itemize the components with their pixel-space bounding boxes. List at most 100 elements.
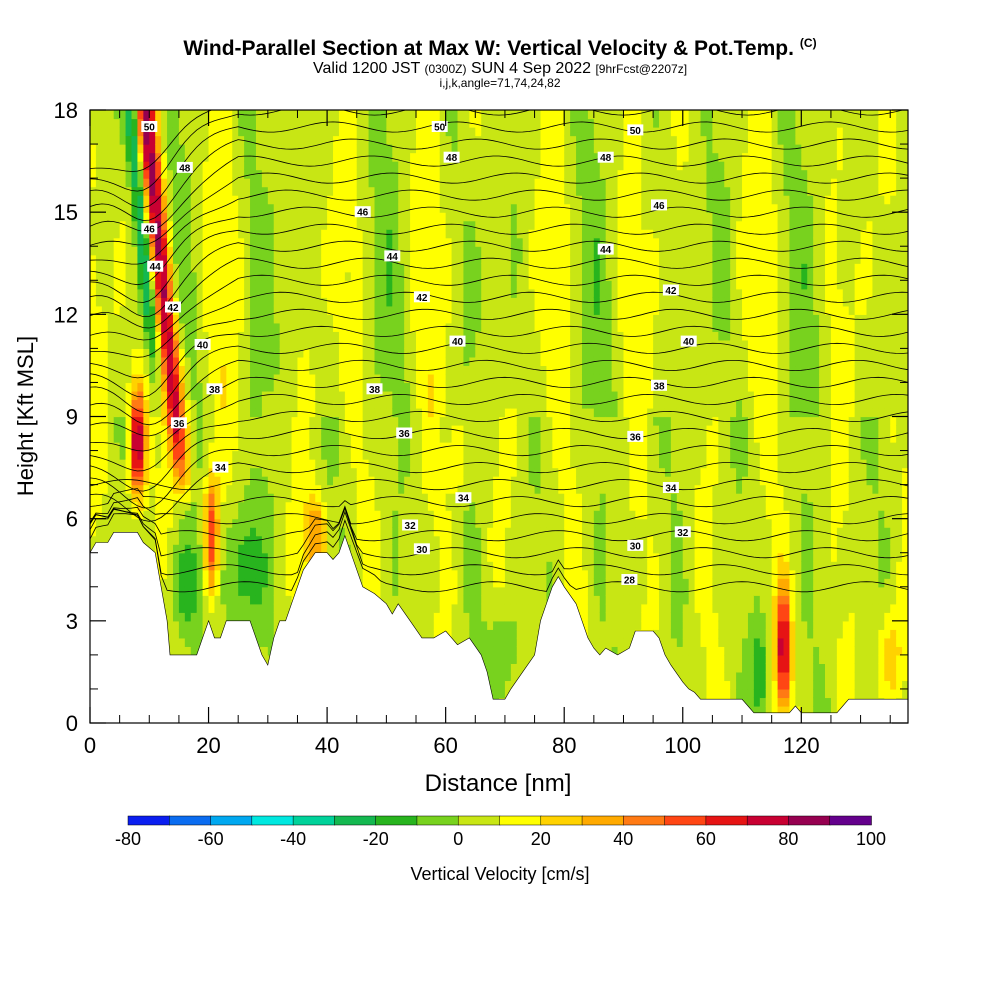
velocity-cell (475, 620, 482, 630)
velocity-cell (184, 110, 192, 120)
velocity-cell (226, 203, 233, 213)
velocity-cell (214, 586, 222, 596)
velocity-cell (255, 178, 263, 188)
velocity-cell (386, 484, 393, 494)
velocity-cell (285, 212, 293, 222)
velocity-cell (125, 399, 133, 409)
velocity-cell (285, 237, 293, 247)
velocity-cell (90, 178, 97, 188)
velocity-cell (202, 510, 210, 520)
velocity-cell (410, 331, 417, 341)
velocity-cell (309, 501, 316, 511)
velocity-cell (433, 339, 441, 349)
velocity-cell (451, 493, 459, 503)
velocity-cell (161, 476, 168, 486)
velocity-cell (321, 399, 328, 409)
velocity-cell (267, 510, 275, 520)
velocity-cell (119, 433, 127, 443)
velocity-cell (196, 220, 204, 230)
velocity-cell (184, 297, 192, 307)
velocity-cell (451, 127, 459, 137)
velocity-cell (327, 356, 334, 367)
velocity-cell (178, 612, 186, 622)
velocity-cell (487, 356, 494, 367)
velocity-cell (232, 348, 239, 358)
velocity-cell (392, 144, 399, 154)
velocity-cell (350, 212, 358, 222)
velocity-cell (315, 305, 322, 315)
velocity-cell (285, 416, 293, 426)
velocity-cell (167, 331, 174, 341)
velocity-cell (398, 493, 405, 503)
velocity-cell (398, 535, 405, 545)
velocity-cell (279, 212, 287, 222)
velocity-cell (226, 127, 233, 137)
velocity-cell (285, 254, 293, 264)
velocity-cell (499, 603, 506, 613)
velocity-cell (457, 220, 465, 230)
velocity-cell (469, 237, 476, 247)
velocity-cell (113, 416, 121, 426)
velocity-cell (238, 595, 245, 605)
velocity-cell (250, 144, 257, 154)
velocity-cell (244, 595, 251, 605)
velocity-cell (273, 527, 281, 537)
velocity-cell (427, 595, 435, 605)
velocity-cell (493, 688, 500, 699)
velocity-cell (172, 144, 180, 154)
velocity-cell (202, 467, 210, 477)
velocity-cell (338, 254, 346, 264)
velocity-cell (279, 442, 287, 452)
velocity-cell (255, 339, 263, 349)
velocity-cell (90, 246, 97, 256)
velocity-cell (101, 407, 109, 418)
velocity-cell (149, 356, 156, 367)
velocity-cell (95, 365, 103, 375)
velocity-cell (493, 671, 500, 682)
velocity-cell (380, 569, 387, 579)
velocity-cell (374, 152, 382, 162)
velocity-cell (214, 348, 222, 358)
velocity-cell (338, 127, 346, 137)
velocity-cell (475, 569, 482, 579)
velocity-cell (398, 305, 405, 315)
velocity-cell (95, 135, 103, 145)
velocity-cell (297, 178, 304, 188)
velocity-cell (178, 314, 186, 324)
velocity-cell (475, 535, 482, 545)
velocity-cell (267, 459, 275, 469)
velocity-cell (410, 220, 417, 230)
velocity-cell (333, 484, 340, 494)
velocity-cell (315, 144, 322, 154)
velocity-cell (137, 450, 144, 460)
velocity-cell (172, 637, 180, 647)
velocity-cell (469, 390, 476, 401)
velocity-cell (208, 110, 216, 120)
velocity-cell (261, 612, 269, 622)
velocity-cell (107, 186, 115, 196)
velocity-cell (404, 399, 411, 409)
velocity-cell (416, 220, 423, 230)
velocity-cell (356, 365, 364, 375)
velocity-cell (184, 603, 192, 613)
velocity-cell (392, 220, 399, 230)
velocity-cell (327, 110, 334, 120)
velocity-cell (291, 407, 299, 418)
velocity-cell (279, 373, 287, 384)
velocity-cell (416, 118, 423, 128)
velocity-cell (338, 501, 346, 511)
velocity-cell (374, 271, 382, 281)
velocity-cell (232, 561, 239, 571)
velocity-cell (155, 476, 162, 486)
velocity-cell (208, 288, 216, 298)
velocity-cell (321, 161, 328, 171)
velocity-cell (161, 263, 168, 273)
velocity-cell (309, 118, 316, 128)
velocity-cell (238, 552, 245, 562)
velocity-cell (439, 356, 447, 367)
velocity-cell (291, 390, 299, 401)
velocity-cell (481, 501, 488, 511)
velocity-cell (137, 373, 144, 384)
velocity-cell (214, 152, 222, 162)
velocity-cell (451, 544, 459, 554)
